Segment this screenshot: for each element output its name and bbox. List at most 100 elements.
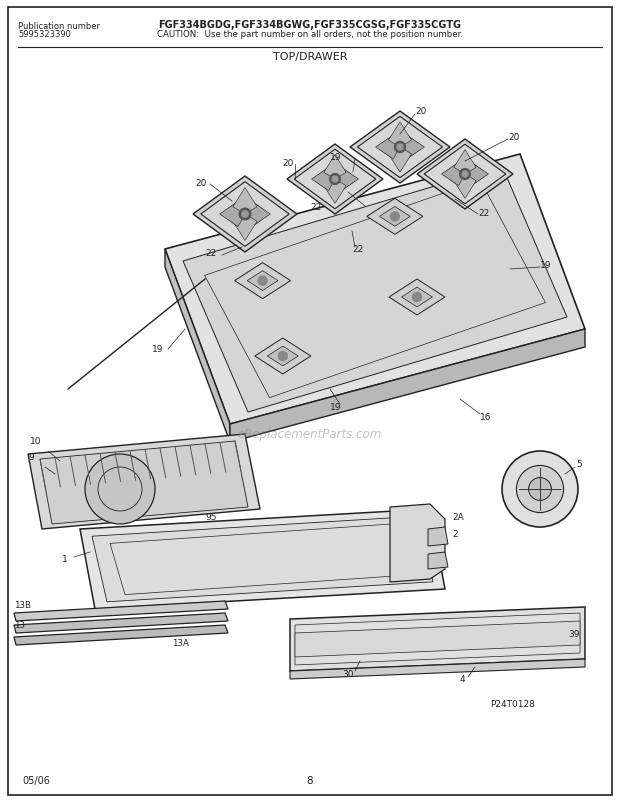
Circle shape xyxy=(278,352,287,361)
Circle shape xyxy=(242,211,248,218)
Text: 5995323390: 5995323390 xyxy=(18,30,71,39)
Polygon shape xyxy=(376,131,423,165)
Polygon shape xyxy=(454,150,476,175)
Text: 19: 19 xyxy=(330,403,342,412)
Polygon shape xyxy=(424,145,506,205)
Polygon shape xyxy=(441,163,465,186)
Circle shape xyxy=(516,466,564,513)
Polygon shape xyxy=(312,164,358,196)
Polygon shape xyxy=(205,181,546,398)
Polygon shape xyxy=(92,516,433,602)
Polygon shape xyxy=(350,112,450,184)
Polygon shape xyxy=(14,626,228,645)
Polygon shape xyxy=(214,192,276,238)
Polygon shape xyxy=(267,347,298,366)
Polygon shape xyxy=(290,607,585,671)
Polygon shape xyxy=(436,154,494,196)
Polygon shape xyxy=(335,168,358,191)
Polygon shape xyxy=(165,155,585,425)
Polygon shape xyxy=(245,202,270,227)
Polygon shape xyxy=(233,188,257,214)
Polygon shape xyxy=(402,287,432,308)
Polygon shape xyxy=(465,163,489,186)
Polygon shape xyxy=(312,168,335,191)
Text: 22: 22 xyxy=(478,208,489,218)
Text: TOP/DRAWER: TOP/DRAWER xyxy=(273,52,347,62)
Polygon shape xyxy=(219,202,245,227)
Polygon shape xyxy=(388,148,412,173)
Polygon shape xyxy=(370,126,430,169)
Text: 20: 20 xyxy=(415,108,427,116)
Polygon shape xyxy=(379,207,410,227)
Text: 13B: 13B xyxy=(14,601,31,609)
Text: 2: 2 xyxy=(452,530,458,539)
Text: 5: 5 xyxy=(576,460,582,469)
Text: 16: 16 xyxy=(480,413,492,422)
Polygon shape xyxy=(80,509,445,609)
Polygon shape xyxy=(14,613,228,634)
Polygon shape xyxy=(230,329,585,442)
Polygon shape xyxy=(183,167,567,413)
Polygon shape xyxy=(247,271,278,291)
Text: 20: 20 xyxy=(508,133,520,142)
Polygon shape xyxy=(306,159,364,201)
Circle shape xyxy=(258,277,267,286)
Polygon shape xyxy=(400,136,425,160)
Circle shape xyxy=(85,454,155,524)
Text: 13A: 13A xyxy=(172,638,189,648)
Polygon shape xyxy=(290,659,585,679)
Text: 8: 8 xyxy=(307,775,313,785)
Circle shape xyxy=(397,145,403,151)
Polygon shape xyxy=(428,552,448,569)
Text: 05/06: 05/06 xyxy=(22,775,50,785)
Text: Publication number: Publication number xyxy=(18,22,100,31)
Circle shape xyxy=(394,142,405,153)
Polygon shape xyxy=(234,263,291,300)
Polygon shape xyxy=(287,145,383,214)
Polygon shape xyxy=(443,158,487,191)
Polygon shape xyxy=(255,339,311,374)
Polygon shape xyxy=(294,150,376,210)
Circle shape xyxy=(239,209,251,221)
Text: 20: 20 xyxy=(195,178,206,187)
Text: 22: 22 xyxy=(352,245,363,255)
Text: FGF334BGDG,FGF334BGWG,FGF335CGSG,FGF335CGTG: FGF334BGDG,FGF334BGWG,FGF335CGSG,FGF335C… xyxy=(159,20,461,30)
Polygon shape xyxy=(358,117,443,178)
Text: 13: 13 xyxy=(14,621,25,630)
Text: 1: 1 xyxy=(62,555,68,564)
Text: 39: 39 xyxy=(568,630,580,638)
Circle shape xyxy=(332,177,338,183)
Circle shape xyxy=(459,169,471,180)
Circle shape xyxy=(502,451,578,528)
Polygon shape xyxy=(428,528,448,546)
Circle shape xyxy=(412,293,422,302)
Text: eReplacementParts.com: eReplacementParts.com xyxy=(238,428,382,441)
Circle shape xyxy=(391,213,399,222)
Polygon shape xyxy=(417,140,513,210)
Text: 22: 22 xyxy=(205,249,216,259)
Polygon shape xyxy=(454,175,476,199)
Text: 19: 19 xyxy=(540,261,552,270)
Text: 22: 22 xyxy=(310,203,321,212)
Polygon shape xyxy=(376,136,400,160)
Text: 2A: 2A xyxy=(452,513,464,522)
Polygon shape xyxy=(221,197,269,233)
Text: 19: 19 xyxy=(330,153,342,161)
Text: 20: 20 xyxy=(282,158,293,167)
Text: 9: 9 xyxy=(28,453,33,462)
Circle shape xyxy=(529,478,551,501)
Text: 30: 30 xyxy=(342,670,353,679)
Circle shape xyxy=(330,174,340,185)
Polygon shape xyxy=(28,434,260,529)
Polygon shape xyxy=(390,504,445,582)
Text: 19: 19 xyxy=(152,345,164,354)
Polygon shape xyxy=(324,156,346,180)
Text: 95: 95 xyxy=(205,513,216,522)
Polygon shape xyxy=(201,182,289,247)
Polygon shape xyxy=(193,177,297,253)
Polygon shape xyxy=(295,622,580,657)
Polygon shape xyxy=(165,250,230,442)
Polygon shape xyxy=(233,214,257,241)
Polygon shape xyxy=(324,180,346,204)
Circle shape xyxy=(462,172,468,177)
